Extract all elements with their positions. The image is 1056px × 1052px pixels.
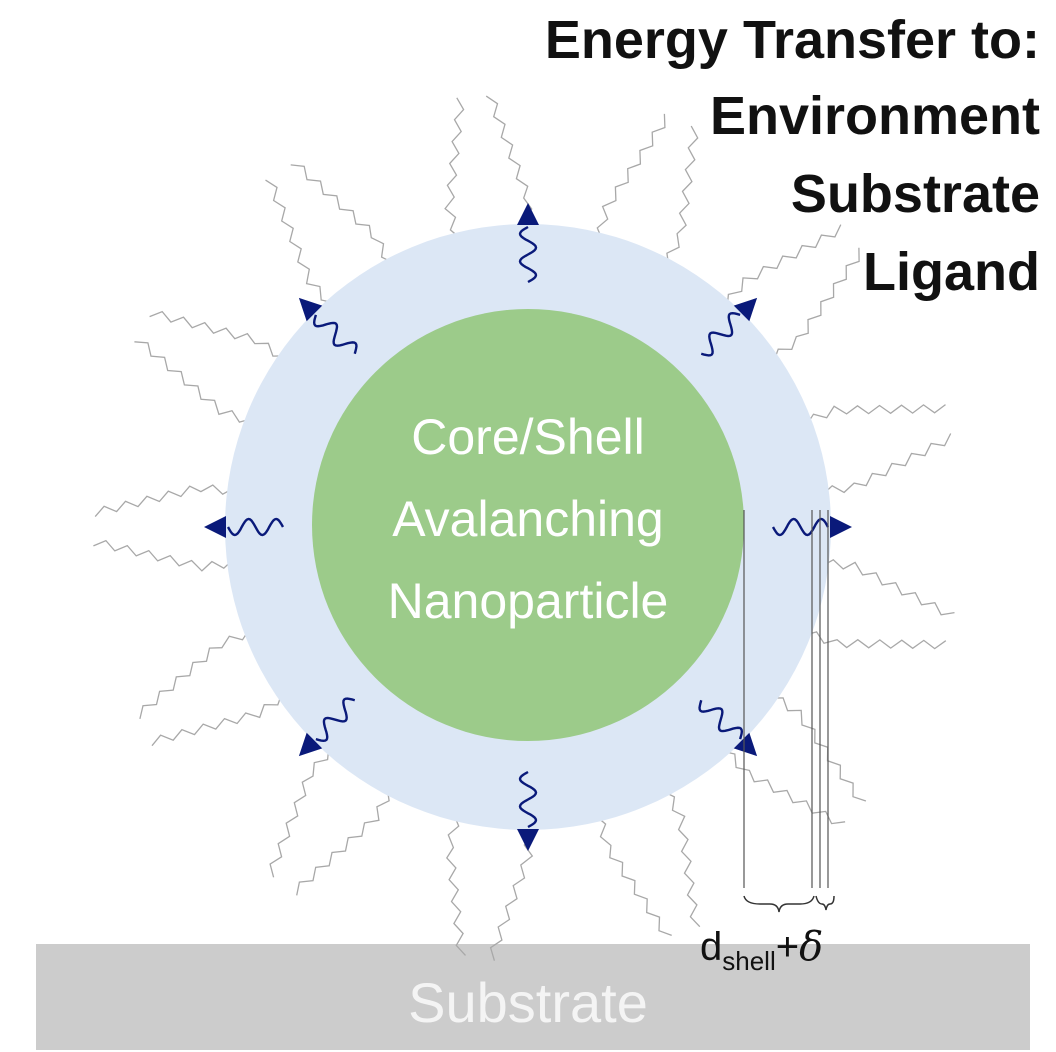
energy-arrow <box>298 297 358 355</box>
title-line-4: Ligand <box>863 242 1040 302</box>
arrowhead <box>830 516 852 538</box>
wave-line <box>518 770 538 829</box>
substrate-label: Substrate <box>408 971 648 1034</box>
ligand-chain <box>151 688 294 747</box>
ligand-chain <box>269 739 340 878</box>
dimension-delta: δ <box>799 924 823 970</box>
ligand-chain <box>93 539 246 572</box>
title-line-1: Energy Transfer to: <box>545 10 1040 70</box>
ligand-chain <box>794 404 946 427</box>
ligand-chain <box>139 627 262 720</box>
energy-arrow <box>517 203 539 284</box>
ligand-chain <box>149 310 294 366</box>
energy-arrow <box>204 516 285 538</box>
arrowhead <box>517 203 539 225</box>
wave-line <box>698 699 744 740</box>
energy-arrow <box>771 516 852 538</box>
dimension-d: d <box>700 925 722 969</box>
ligand-chain <box>810 559 955 616</box>
dimension-shell-subscript: shell <box>722 946 775 976</box>
wave-line <box>771 517 830 537</box>
dimension-label: dshell+δ <box>700 924 823 976</box>
ligand-chain <box>265 179 340 315</box>
shell-brace <box>743 895 815 913</box>
ligand-chain <box>595 113 666 251</box>
ligand-chain <box>716 739 846 825</box>
ligand-chain <box>134 341 262 427</box>
core-label-line-2: Avalanching <box>392 491 664 547</box>
ligand-chain <box>660 779 701 928</box>
ligand-chain <box>716 224 842 315</box>
core-label-line-1: Core/Shell <box>411 409 644 465</box>
title-line-2: Environment <box>710 86 1040 146</box>
substrate-slab <box>36 944 1030 1050</box>
wave-line <box>226 517 285 537</box>
wave-line <box>700 311 741 357</box>
wave-line <box>315 697 356 743</box>
nanoparticle-core <box>312 309 744 741</box>
arrowhead <box>298 297 323 322</box>
arrowhead <box>204 516 226 538</box>
ligand-chain <box>794 627 947 650</box>
arrowhead <box>517 829 539 851</box>
ligand-chain <box>94 484 246 518</box>
core-label-line-3: Nanoparticle <box>388 573 669 629</box>
energy-arrow <box>517 770 539 851</box>
ligand-chain <box>762 247 860 366</box>
wave-line <box>518 225 538 284</box>
ligand-chain <box>659 125 699 275</box>
ligand-chain <box>594 803 672 937</box>
wave-line <box>312 314 358 355</box>
ligand-chain <box>296 779 397 896</box>
delta-brace <box>815 895 835 911</box>
ligand-chain <box>445 803 466 956</box>
ligand-chain <box>444 97 465 251</box>
ligand-chain <box>290 164 396 275</box>
title-line-3: Substrate <box>791 164 1040 224</box>
dimension-plus: + <box>776 925 799 969</box>
ligand-chain <box>810 433 952 496</box>
shell-thickness-marker <box>743 510 835 913</box>
ligand-chain <box>762 688 867 802</box>
